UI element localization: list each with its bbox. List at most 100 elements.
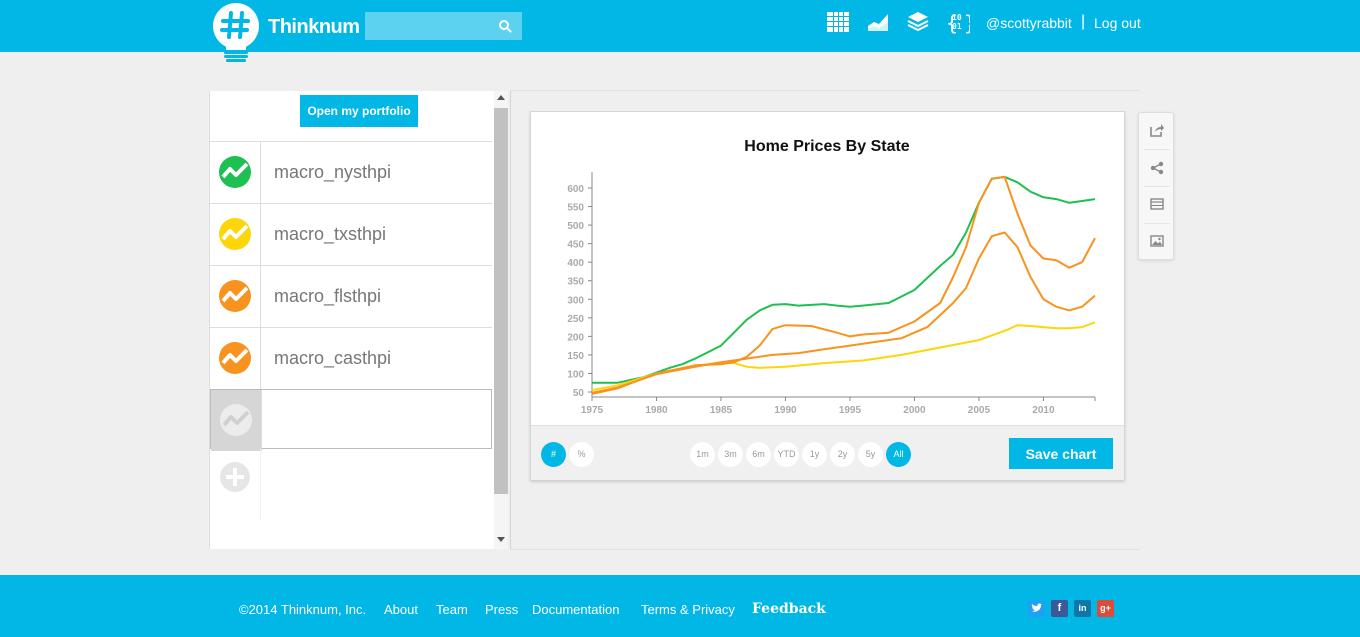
plus-icon[interactable] (219, 461, 251, 493)
x-tick-label: 1975 (581, 405, 604, 416)
trend-line-icon (220, 404, 252, 436)
image-icon[interactable] (1150, 234, 1164, 248)
y-tick-label: 500 (567, 221, 584, 232)
y-tick-label: 350 (567, 277, 584, 288)
footer-copyright: ©2014 Thinknum, Inc. (239, 602, 367, 617)
table-view-tool[interactable] (1144, 188, 1170, 220)
range-all-button[interactable]: All (886, 442, 911, 467)
x-tick-label: 1980 (645, 405, 668, 416)
x-tick-label: 2010 (1032, 405, 1055, 416)
area-chart-icon[interactable] (866, 10, 890, 34)
chart-card: Home Prices By State 50 100 150 200 250 300 35… (530, 111, 1125, 480)
table-icon[interactable] (826, 10, 850, 34)
logout-link[interactable]: Log out (1094, 15, 1141, 31)
share-tool[interactable] (1144, 152, 1170, 184)
facebook-icon[interactable]: f (1051, 600, 1068, 617)
footer-about-link[interactable]: About (384, 602, 418, 617)
x-tick-label: 1995 (839, 405, 862, 416)
logo-text[interactable]: Thinknum (268, 16, 360, 38)
x-tick-label: 1985 (710, 405, 733, 416)
series-item-casthpi[interactable]: macro_casthpi (210, 327, 492, 389)
chart-workspace (510, 90, 1140, 550)
series-item-empty[interactable] (210, 389, 492, 451)
export-icon[interactable] (1150, 123, 1164, 137)
table-view-icon[interactable] (1150, 197, 1164, 211)
scroll-thumb[interactable] (494, 108, 508, 494)
scroll-down-arrow-icon[interactable] (497, 537, 505, 542)
series-item-txsthpi[interactable]: macro_txsthpi (210, 203, 492, 265)
y-tick-label: 150 (567, 351, 584, 362)
sidebar-scrollbar[interactable] (494, 91, 508, 549)
svg-text:10: 10 (952, 13, 962, 22)
range-6m-button[interactable]: 6m (746, 442, 771, 467)
series-line-2[interactable] (591, 231, 1096, 394)
trend-line-icon (219, 218, 251, 250)
open-portfolio-button[interactable]: Open my portfolio (300, 95, 418, 127)
series-label: macro_nysthpi (274, 162, 392, 182)
trend-line-icon (219, 156, 251, 188)
footer-press-link[interactable]: Press (485, 602, 519, 617)
svg-text:01: 01 (952, 22, 962, 31)
mode-absolute-button[interactable]: # (541, 442, 566, 467)
range-3m-button[interactable]: 3m (718, 442, 743, 467)
series-list: macro_nysthpi macro_txsthpi macro_flsthp… (210, 141, 492, 519)
series-icon-cell (210, 142, 261, 203)
chart-controls: # % 1m 3m 6m YTD 1y 2y 5y All Save chart (531, 425, 1124, 480)
scroll-up-arrow-icon[interactable] (497, 95, 505, 100)
footer-team-link[interactable]: Team (436, 602, 468, 617)
add-icon-cell (210, 449, 261, 519)
lightbulb-logo-icon[interactable] (212, 0, 260, 64)
series-item-nysthpi[interactable]: macro_nysthpi (210, 141, 492, 203)
linkedin-icon[interactable]: in (1074, 600, 1091, 617)
header-separator: | (1081, 13, 1086, 30)
trend-line-icon (219, 280, 251, 312)
share-icon[interactable] (1150, 161, 1164, 175)
save-chart-button[interactable]: Save chart (1009, 438, 1113, 469)
home-prices-chart[interactable]: Home Prices By State 50 100 150 200 250 300 35… (531, 112, 1124, 425)
mode-percent-button[interactable]: % (569, 442, 594, 467)
y-tick-label: 100 (567, 369, 584, 380)
tool-divider (1144, 223, 1170, 224)
svg-text:{: { (946, 11, 958, 34)
svg-text:}: } (964, 11, 970, 34)
export-tool[interactable] (1144, 114, 1170, 146)
binary-data-icon[interactable]: { } 10 01 (946, 10, 970, 34)
range-2y-button[interactable]: 2y (830, 442, 855, 467)
series-label: macro_flsthpi (274, 286, 382, 306)
series-icon-cell (211, 390, 262, 451)
username-link[interactable]: @scottyrabbit (986, 15, 1072, 31)
y-tick-label: 50 (573, 388, 585, 399)
layers-icon[interactable] (906, 10, 930, 34)
google-plus-icon[interactable]: g+ (1097, 600, 1114, 617)
footer-terms-link[interactable]: Terms & Privacy (641, 602, 735, 617)
trend-line-icon (219, 342, 251, 374)
x-tick-label: 2000 (903, 405, 926, 416)
range-1y-button[interactable]: 1y (802, 442, 827, 467)
add-series-item[interactable] (210, 449, 492, 519)
search-icon[interactable] (498, 19, 512, 33)
series-line-3[interactable] (591, 175, 1096, 395)
series-sidebar: Open my portfolio macro_nysthpi macro_tx… (209, 91, 508, 549)
series-item-flsthpi[interactable]: macro_flsthpi (210, 265, 492, 327)
twitter-icon[interactable] (1028, 600, 1045, 617)
footer: ©2014 Thinknum, Inc. About Team Press Do… (0, 575, 1360, 637)
search-box (365, 12, 522, 40)
series-line-1[interactable] (591, 321, 1096, 392)
image-tool[interactable] (1144, 225, 1170, 257)
series-label: macro_txsthpi (274, 224, 387, 244)
range-1m-button[interactable]: 1m (690, 442, 715, 467)
footer-documentation-link[interactable]: Documentation (532, 602, 620, 617)
x-tick-label: 2005 (968, 405, 991, 416)
y-tick-label: 400 (567, 258, 584, 269)
y-tick-label: 200 (567, 332, 584, 343)
series-line-0[interactable] (592, 175, 1096, 384)
y-tick-label: 300 (567, 295, 584, 306)
series-icon-cell (210, 266, 261, 327)
footer-feedback-link[interactable]: Feedback (752, 601, 826, 617)
search-input[interactable] (365, 12, 490, 40)
y-tick-label: 250 (567, 314, 584, 325)
x-tick-label: 1990 (774, 405, 797, 416)
range-ytd-button[interactable]: YTD (774, 442, 799, 467)
chart-title: Home Prices By State (744, 138, 910, 155)
range-5y-button[interactable]: 5y (858, 442, 883, 467)
